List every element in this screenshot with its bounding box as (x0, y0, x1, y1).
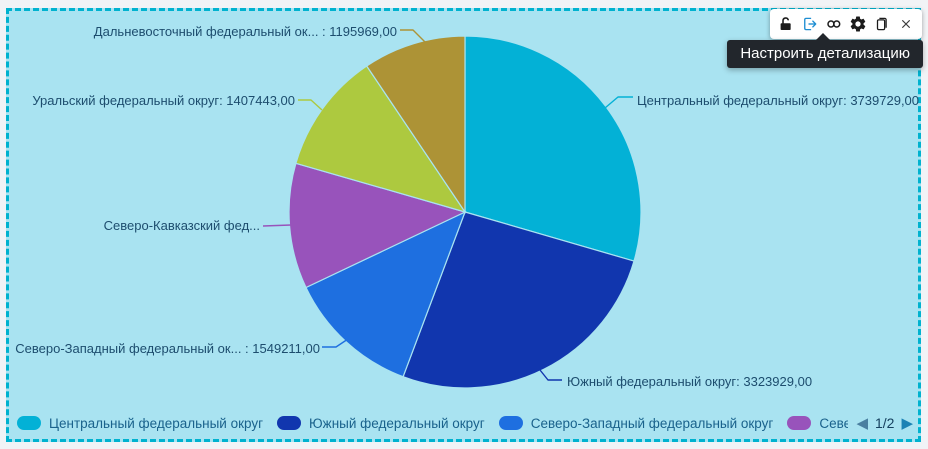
tooltip-arrow (815, 33, 832, 41)
pager-page-indicator: 1/2 (874, 415, 895, 431)
legend: Центральный федеральный округ Южный феде… (17, 410, 913, 436)
legend-label-north-west: Северо-Западный федеральный округ (530, 415, 774, 431)
legend-item-north-caucasus[interactable]: Северо-Кавказский федеральный округ (787, 416, 848, 431)
pager-next-icon[interactable]: ▶ (901, 415, 913, 432)
callout-far-eastern: Дальневосточный федеральный ок... : 1195… (93, 24, 397, 39)
callout-southern: Южный федеральный округ: 3323929,00 (567, 374, 813, 389)
callout-north-caucasus: Северо-Кавказский фед... (103, 218, 260, 233)
leader-ural (298, 99, 323, 111)
callout-north-west: Северо-Западный федеральный ок... : 1549… (15, 341, 320, 356)
legend-item-southern[interactable]: Южный федеральный округ (277, 416, 485, 431)
copy-icon[interactable] (872, 13, 892, 35)
pie-slice-0[interactable] (464, 35, 642, 262)
legend-swatch-central (17, 416, 41, 430)
pie-slice-3[interactable] (288, 162, 467, 289)
tooltip-text: Настроить детализацию (740, 45, 910, 62)
legend-swatch-southern (277, 416, 302, 430)
close-icon[interactable] (896, 13, 916, 35)
legend-item-central[interactable]: Центральный федеральный округ (17, 416, 263, 431)
widget-toolbar (770, 9, 922, 39)
leader-north-caucasus (262, 224, 292, 227)
pie-slices (288, 35, 642, 389)
legend-label-southern: Южный федеральный округ (309, 415, 485, 431)
leader-north-west (322, 338, 349, 348)
pie-slice-5[interactable] (365, 35, 466, 214)
leader-central (604, 96, 633, 109)
legend-label-north-caucasus: Северо-Кавказский федеральный округ (819, 415, 849, 431)
unlock-icon[interactable] (776, 13, 796, 35)
leader-far-eastern (400, 29, 427, 44)
leader-southern (539, 369, 562, 381)
legend-label-central: Центральный федеральный округ (49, 415, 264, 431)
legend-swatch-north-west (498, 416, 523, 430)
drilldown-icon[interactable] (800, 13, 820, 35)
pie-chart (262, 29, 642, 389)
pie-slice-4[interactable] (295, 65, 467, 214)
gear-icon[interactable] (848, 13, 868, 35)
legend-items: Центральный федеральный округ Южный феде… (17, 416, 848, 431)
callout-ural: Уральский федеральный округ: 1407443,00 (32, 93, 295, 108)
legend-swatch-north-caucasus (787, 416, 812, 430)
chart-widget: Дальневосточный федеральный ок... : 1195… (6, 8, 923, 442)
pie-slice-2[interactable] (305, 210, 467, 378)
callout-central: Центральный федеральный округ: 3739729,0… (637, 93, 920, 108)
tooltip: Настроить детализацию (727, 33, 923, 68)
link-icon[interactable] (824, 13, 844, 35)
legend-item-north-west[interactable]: Северо-Западный федеральный округ (498, 415, 774, 431)
legend-pager: ◀ 1/2 ▶ (856, 414, 913, 432)
pager-prev-icon[interactable]: ◀ (856, 415, 868, 432)
pie-slice-1[interactable] (402, 211, 635, 389)
